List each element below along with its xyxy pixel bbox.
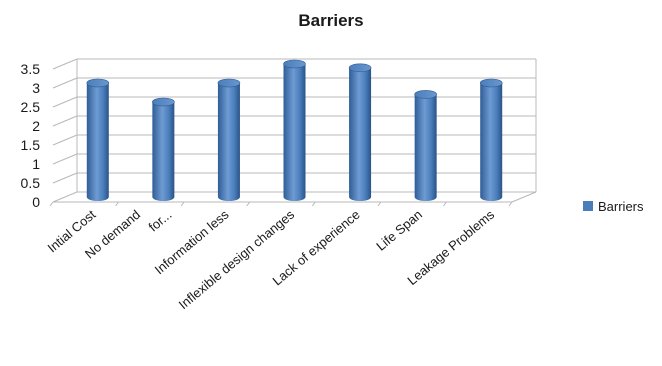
bar-body <box>283 64 306 201</box>
x-tick-mark <box>508 201 513 207</box>
bar-body <box>480 83 503 201</box>
bar-top <box>86 78 110 88</box>
bar <box>414 90 437 201</box>
bar-top <box>414 90 437 99</box>
bar-top <box>348 63 372 73</box>
gridline-side <box>52 153 78 165</box>
y-tick-label: 1 <box>32 156 40 172</box>
x-category-label: Inflexible design changes <box>176 206 298 312</box>
x-tick-mark <box>49 201 54 207</box>
legend: Barriers <box>583 199 644 214</box>
x-tick-mark <box>443 201 447 207</box>
bar-top <box>152 97 175 107</box>
bar-top <box>283 59 306 69</box>
x-category-label: for... <box>146 207 175 235</box>
gridline-side <box>52 134 78 146</box>
x-tick-mark <box>377 201 382 207</box>
y-tick-label: 2 <box>32 118 40 134</box>
gridline-side <box>52 191 78 203</box>
x-tick-mark <box>180 201 185 207</box>
y-tick-label: 0 <box>32 194 40 210</box>
y-tick-label: 0.5 <box>21 175 41 191</box>
y-tick-label: 2.5 <box>21 99 41 115</box>
bar-top <box>479 78 503 88</box>
bar-body <box>349 67 372 201</box>
legend-swatch <box>583 201 593 211</box>
x-tick-mark <box>246 201 251 207</box>
bar <box>283 59 306 201</box>
bar <box>152 97 175 201</box>
gridline-side <box>52 96 78 108</box>
legend-label: Barriers <box>598 199 644 214</box>
x-category-label: Life Span <box>373 207 425 254</box>
gridline-side <box>52 172 78 184</box>
bar <box>479 78 503 201</box>
gridline-side <box>52 58 78 70</box>
y-tick-label: 1.5 <box>21 137 41 153</box>
gridline-side <box>52 115 78 127</box>
bar-body <box>414 94 437 201</box>
bar-body <box>217 83 240 201</box>
bars <box>86 59 503 201</box>
bar <box>348 63 372 201</box>
gridline-side <box>52 77 78 89</box>
y-tick-label: 3.5 <box>21 61 41 77</box>
bar-body <box>86 83 109 201</box>
bar-body <box>152 102 175 201</box>
y-axis-ticks: 0 0.5 1 1.5 2 2.5 3 3.5 <box>21 61 41 210</box>
x-tick-mark <box>311 201 316 207</box>
x-tick-mark <box>115 201 119 207</box>
y-tick-label: 3 <box>32 80 40 96</box>
chart-title: Barriers <box>298 11 363 30</box>
bar <box>86 78 110 201</box>
floor-right-edge <box>511 191 537 203</box>
bar-top <box>217 78 241 88</box>
bar <box>217 78 241 201</box>
